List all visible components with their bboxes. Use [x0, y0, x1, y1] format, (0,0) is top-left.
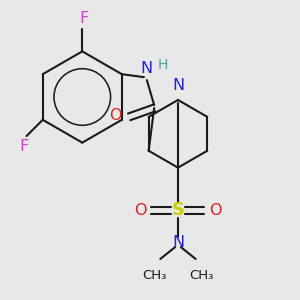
- Text: N: N: [141, 61, 153, 76]
- Text: F: F: [79, 11, 88, 26]
- Text: F: F: [19, 139, 28, 154]
- Text: N: N: [172, 79, 184, 94]
- Text: H: H: [158, 58, 168, 72]
- Text: N: N: [172, 235, 184, 250]
- Text: O: O: [135, 203, 147, 218]
- Text: CH₃: CH₃: [142, 269, 166, 282]
- Text: CH₃: CH₃: [189, 269, 214, 282]
- Text: O: O: [209, 203, 221, 218]
- Text: S: S: [172, 201, 184, 219]
- Text: O: O: [109, 108, 122, 123]
